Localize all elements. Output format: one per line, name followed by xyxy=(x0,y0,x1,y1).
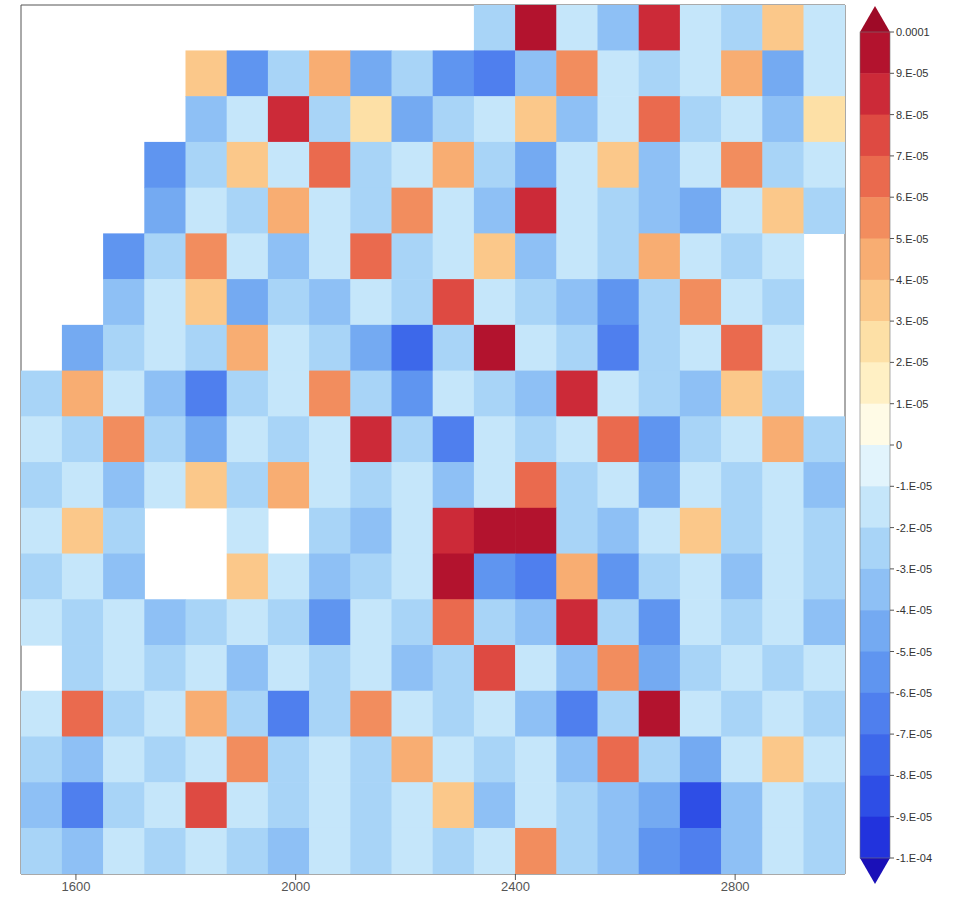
svg-text:-5.E-05: -5.E-05 xyxy=(896,646,932,658)
svg-text:6.E-05: 6.E-05 xyxy=(896,191,928,203)
svg-text:-6.E-05: -6.E-05 xyxy=(896,687,932,699)
svg-text:3.E-05: 3.E-05 xyxy=(896,315,928,327)
svg-text:2.E-05: 2.E-05 xyxy=(896,356,928,368)
svg-text:7.E-05: 7.E-05 xyxy=(896,150,928,162)
svg-text:2000: 2000 xyxy=(281,879,310,894)
svg-text:-4.E-05: -4.E-05 xyxy=(896,604,932,616)
svg-text:-8.E-05: -8.E-05 xyxy=(896,769,932,781)
svg-text:-9.E-05: -9.E-05 xyxy=(896,811,932,823)
svg-text:-1.E-04: -1.E-04 xyxy=(896,852,932,864)
svg-text:-7.E-05: -7.E-05 xyxy=(896,728,932,740)
svg-text:0: 0 xyxy=(896,439,902,451)
svg-text:9.E-05: 9.E-05 xyxy=(896,67,928,79)
svg-text:2400: 2400 xyxy=(501,879,530,894)
svg-text:2800: 2800 xyxy=(721,879,750,894)
svg-text:0.0001: 0.0001 xyxy=(896,26,930,38)
svg-text:-1.E-05: -1.E-05 xyxy=(896,480,932,492)
svg-text:4.E-05: 4.E-05 xyxy=(896,274,928,286)
svg-text:8.E-05: 8.E-05 xyxy=(896,109,928,121)
svg-text:-2.E-05: -2.E-05 xyxy=(896,522,932,534)
svg-text:1.E-05: 1.E-05 xyxy=(896,398,928,410)
svg-text:1600: 1600 xyxy=(61,879,90,894)
svg-text:-3.E-05: -3.E-05 xyxy=(896,563,932,575)
svg-text:5.E-05: 5.E-05 xyxy=(896,233,928,245)
